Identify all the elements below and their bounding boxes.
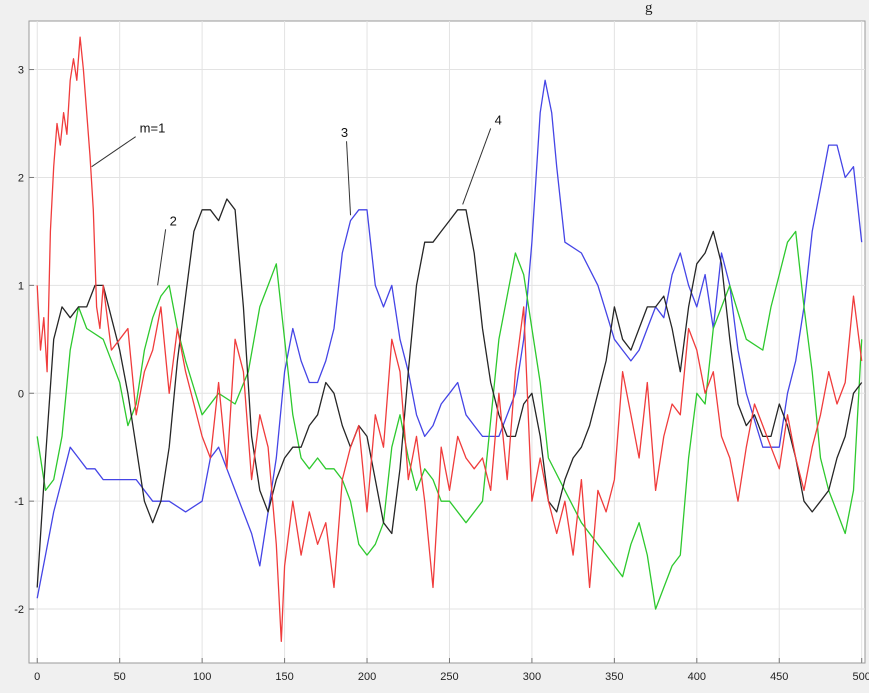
- x-tick-label: 450: [770, 671, 788, 683]
- y-tick-label: -1: [14, 496, 24, 508]
- y-tick-label: -2: [14, 604, 24, 616]
- annotation-label: 2: [170, 213, 177, 228]
- x-tick-label: 350: [605, 671, 623, 683]
- y-tick-label: 3: [18, 65, 24, 77]
- x-tick-label: 100: [193, 671, 211, 683]
- annotation-label: 4: [495, 112, 502, 127]
- x-tick-label: 500: [853, 671, 869, 683]
- series-group: [36, 36, 863, 643]
- series-line-4: [36, 198, 863, 588]
- annotation-label: 3: [341, 125, 348, 140]
- plot-area: [28, 20, 866, 664]
- x-axis-ticks: 0 50 100 150 200 250 300 350 400 450 500: [34, 658, 869, 683]
- x-tick-label: 300: [523, 671, 541, 683]
- x-tick-label: 200: [358, 671, 376, 683]
- annotation-leader: [462, 128, 492, 205]
- annotation-leader: [91, 136, 136, 168]
- x-tick-label: 0: [34, 671, 40, 683]
- x-tick-label: 50: [114, 671, 126, 683]
- y-tick-label: 0: [18, 388, 24, 400]
- y-axis-ticks: -2 -1 0 1 2 3: [14, 65, 34, 616]
- annotation-leader: [346, 141, 352, 216]
- x-tick-label: 250: [440, 671, 458, 683]
- x-tick-label: 400: [688, 671, 706, 683]
- corner-text: g: [645, 0, 653, 16]
- annotation-leader: [157, 229, 167, 286]
- x-tick-label: 150: [275, 671, 293, 683]
- series-line-3: [36, 79, 863, 599]
- series-line-2: [36, 230, 863, 610]
- y-tick-label: 1: [18, 280, 24, 292]
- series-line-1: [36, 36, 863, 643]
- annotations: m=1 2 3 4: [91, 112, 502, 286]
- grid: [29, 21, 865, 663]
- y-tick-label: 2: [18, 172, 24, 184]
- annotation-label: m=1: [140, 121, 166, 136]
